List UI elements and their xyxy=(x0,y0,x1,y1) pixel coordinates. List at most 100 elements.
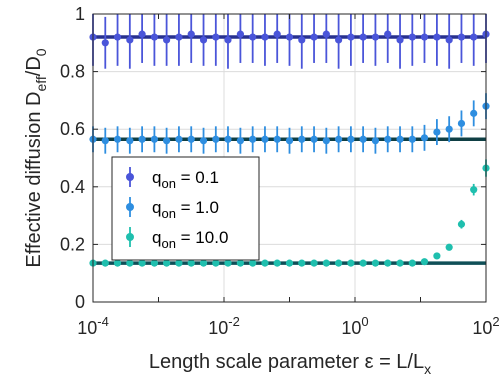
point-1-15 xyxy=(273,135,281,143)
legend-label-suffix-0: = 0.1 xyxy=(176,168,219,187)
legend-label-sub-1: on xyxy=(161,206,175,221)
point-1-13 xyxy=(249,135,257,143)
point-2-9 xyxy=(199,259,208,267)
point-1-14 xyxy=(261,135,269,143)
point-0-25 xyxy=(396,36,404,44)
point-2-23 xyxy=(371,259,380,267)
point-1-24 xyxy=(384,135,392,143)
point-0-29 xyxy=(445,36,453,44)
point-1-7 xyxy=(175,135,183,143)
point-1-28 xyxy=(433,128,441,136)
point-0-21 xyxy=(347,33,355,41)
point-0-13 xyxy=(249,33,257,41)
x-axis-label-sub: x xyxy=(424,361,431,377)
y-axis-label-mid: /D xyxy=(23,56,45,76)
point-0-23 xyxy=(371,33,380,41)
x-tick-label-exp-0: -4 xyxy=(97,314,109,329)
point-0-6 xyxy=(163,36,171,44)
point-2-25 xyxy=(396,259,404,267)
legend-label-sub-2: on xyxy=(161,236,175,251)
point-0-11 xyxy=(224,36,232,44)
series-2 xyxy=(89,159,490,267)
point-1-21 xyxy=(347,135,355,143)
point-0-26 xyxy=(408,33,416,41)
y-ticks: 0 0.2 0.4 0.6 0.8 1 xyxy=(60,4,486,312)
point-2-22 xyxy=(359,259,367,267)
point-0-22 xyxy=(359,33,367,41)
x-tick-label-3: 102 xyxy=(472,314,499,338)
point-2-7 xyxy=(175,259,183,267)
y-tick-label-0: 0 xyxy=(75,292,85,312)
point-1-4 xyxy=(138,135,146,143)
x-tick-label-exp-3: 2 xyxy=(492,314,499,329)
point-0-3 xyxy=(126,36,134,44)
y-tick-label-2: 0.4 xyxy=(60,177,85,197)
point-0-19 xyxy=(322,30,330,38)
point-0-1 xyxy=(101,39,109,47)
point-1-1 xyxy=(101,137,109,145)
point-1-18 xyxy=(310,135,318,143)
point-2-11 xyxy=(224,259,232,267)
point-2-12 xyxy=(236,259,245,267)
point-0-15 xyxy=(273,30,281,38)
point-2-31 xyxy=(470,186,478,194)
y-axis-label-sub2: 0 xyxy=(33,48,49,56)
point-1-8 xyxy=(187,135,195,143)
point-2-10 xyxy=(212,259,220,267)
legend-label-0: qon = 0.1 xyxy=(152,168,219,191)
point-2-8 xyxy=(187,259,195,267)
point-2-24 xyxy=(384,259,392,267)
point-1-9 xyxy=(199,137,208,145)
series-layer xyxy=(89,14,490,267)
point-0-2 xyxy=(113,33,122,41)
legend-marker-2 xyxy=(126,233,134,241)
point-0-17 xyxy=(298,36,306,44)
point-0-4 xyxy=(138,30,146,38)
x-tick-label-exp-2: 0 xyxy=(361,314,368,329)
point-1-12 xyxy=(236,137,245,145)
point-2-28 xyxy=(433,252,441,260)
x-tick-label-0: 10-4 xyxy=(77,314,109,338)
point-2-21 xyxy=(347,259,355,267)
y-axis-label-main: Effective diffusion D xyxy=(23,92,45,268)
legend-label-2: qon = 10.0 xyxy=(152,228,228,251)
point-2-14 xyxy=(261,259,269,267)
point-0-10 xyxy=(212,33,220,41)
point-2-5 xyxy=(150,259,159,267)
point-1-23 xyxy=(371,137,380,145)
point-2-4 xyxy=(138,259,146,267)
y-tick-label-1: 0.2 xyxy=(60,234,85,254)
x-axis-label: Length scale parameter ε = L/Lx xyxy=(149,351,431,377)
x-tick-label-base-1: 10 xyxy=(208,318,228,338)
legend-label-suffix-1: = 1.0 xyxy=(176,198,219,217)
x-axis-label-math: ε = L/L xyxy=(365,351,425,373)
legend-label-name-1: q xyxy=(152,198,161,217)
legend-marker-1 xyxy=(126,203,134,211)
legend-marker-0 xyxy=(126,173,134,181)
point-1-6 xyxy=(163,137,171,145)
point-1-25 xyxy=(396,135,404,143)
x-tick-label-exp-1: -2 xyxy=(228,314,240,329)
point-0-16 xyxy=(285,33,294,41)
x-tick-label-base-0: 10 xyxy=(77,318,97,338)
point-1-2 xyxy=(113,135,122,143)
point-2-29 xyxy=(445,243,453,251)
x-tick-label-1: 10-2 xyxy=(208,314,240,338)
point-0-12 xyxy=(236,30,245,38)
point-2-17 xyxy=(298,259,306,267)
point-1-22 xyxy=(359,135,367,143)
point-1-20 xyxy=(335,135,343,143)
point-0-5 xyxy=(150,33,159,41)
series-0 xyxy=(89,14,490,69)
point-0-18 xyxy=(310,33,318,41)
point-2-30 xyxy=(457,220,466,228)
point-0-8 xyxy=(187,30,195,38)
legend-label-sub-0: on xyxy=(161,176,175,191)
x-tick-label-base-2: 10 xyxy=(341,318,361,338)
point-0-14 xyxy=(261,33,269,41)
point-2-27 xyxy=(420,258,429,266)
point-1-27 xyxy=(420,134,429,142)
point-0-24 xyxy=(384,30,392,38)
